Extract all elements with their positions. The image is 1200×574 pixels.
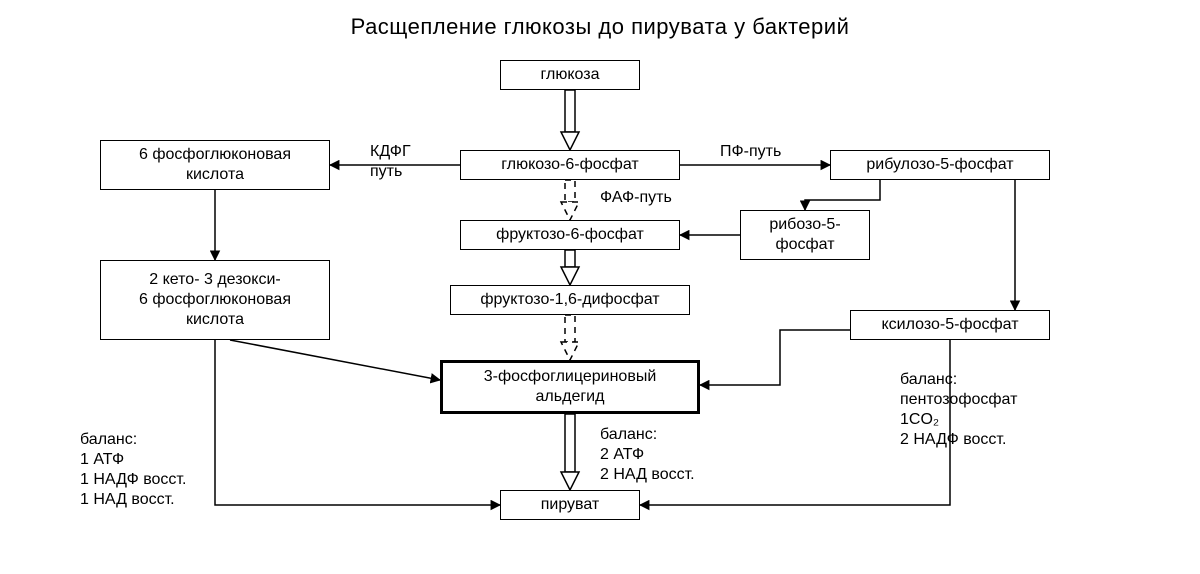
node-g3p: 3-фосфоглицериновыйальдегид (440, 360, 700, 414)
node-xu5p: ксилозо-5-фосфат (850, 310, 1050, 340)
node-f6p: фруктозо-6-фосфат (460, 220, 680, 250)
node-f16dp: фруктозо-1,6-дифосфат (450, 285, 690, 315)
label-l_bal_l: баланс: 1 АТФ 1 НАДФ восст. 1 НАД восст. (80, 430, 186, 510)
edge-e_glc_g6p (561, 90, 579, 150)
label-l_bal_c: баланс: 2 АТФ 2 НАД восст. (600, 425, 695, 485)
edge-e_g6p_f6p (561, 180, 579, 220)
label-l_faf: ФАФ-путь (600, 188, 672, 208)
edge-e_g3p_pyr (561, 414, 579, 490)
label-l_kdfg: КДФГ путь (370, 142, 411, 182)
node-r5p: рибозо-5-фосфат (740, 210, 870, 260)
edge-e_xu5p_g3p (700, 330, 850, 385)
node-g6p: глюкозо-6-фосфат (460, 150, 680, 180)
label-l_bal_r: баланс: пентозофосфат 1CO₂ 2 НАДФ восст. (900, 370, 1017, 450)
node-kdpg: 2 кето- 3 дезокси-6 фосфоглюконоваякисло… (100, 260, 330, 340)
node-glucose: глюкоза (500, 60, 640, 90)
edge-e_f6p_f16dp (561, 250, 579, 285)
node-pyruvate: пируват (500, 490, 640, 520)
edge-e_f16dp_g3p (561, 315, 579, 360)
label-l_pf: ПФ-путь (720, 142, 781, 162)
edge-e_ru5p_r5p (805, 180, 880, 210)
node-ru5p: рибулозо-5-фосфат (830, 150, 1050, 180)
diagram-canvas: глюкоза глюкозо-6-фосфат фруктозо-6-фосфат… (60, 60, 1140, 560)
node-6pg: 6 фосфоглюконоваякислота (100, 140, 330, 190)
edge-e_kdpg_g3p (230, 340, 440, 380)
page-title: Расщепление глюкозы до пирувата у бактер… (0, 14, 1200, 40)
